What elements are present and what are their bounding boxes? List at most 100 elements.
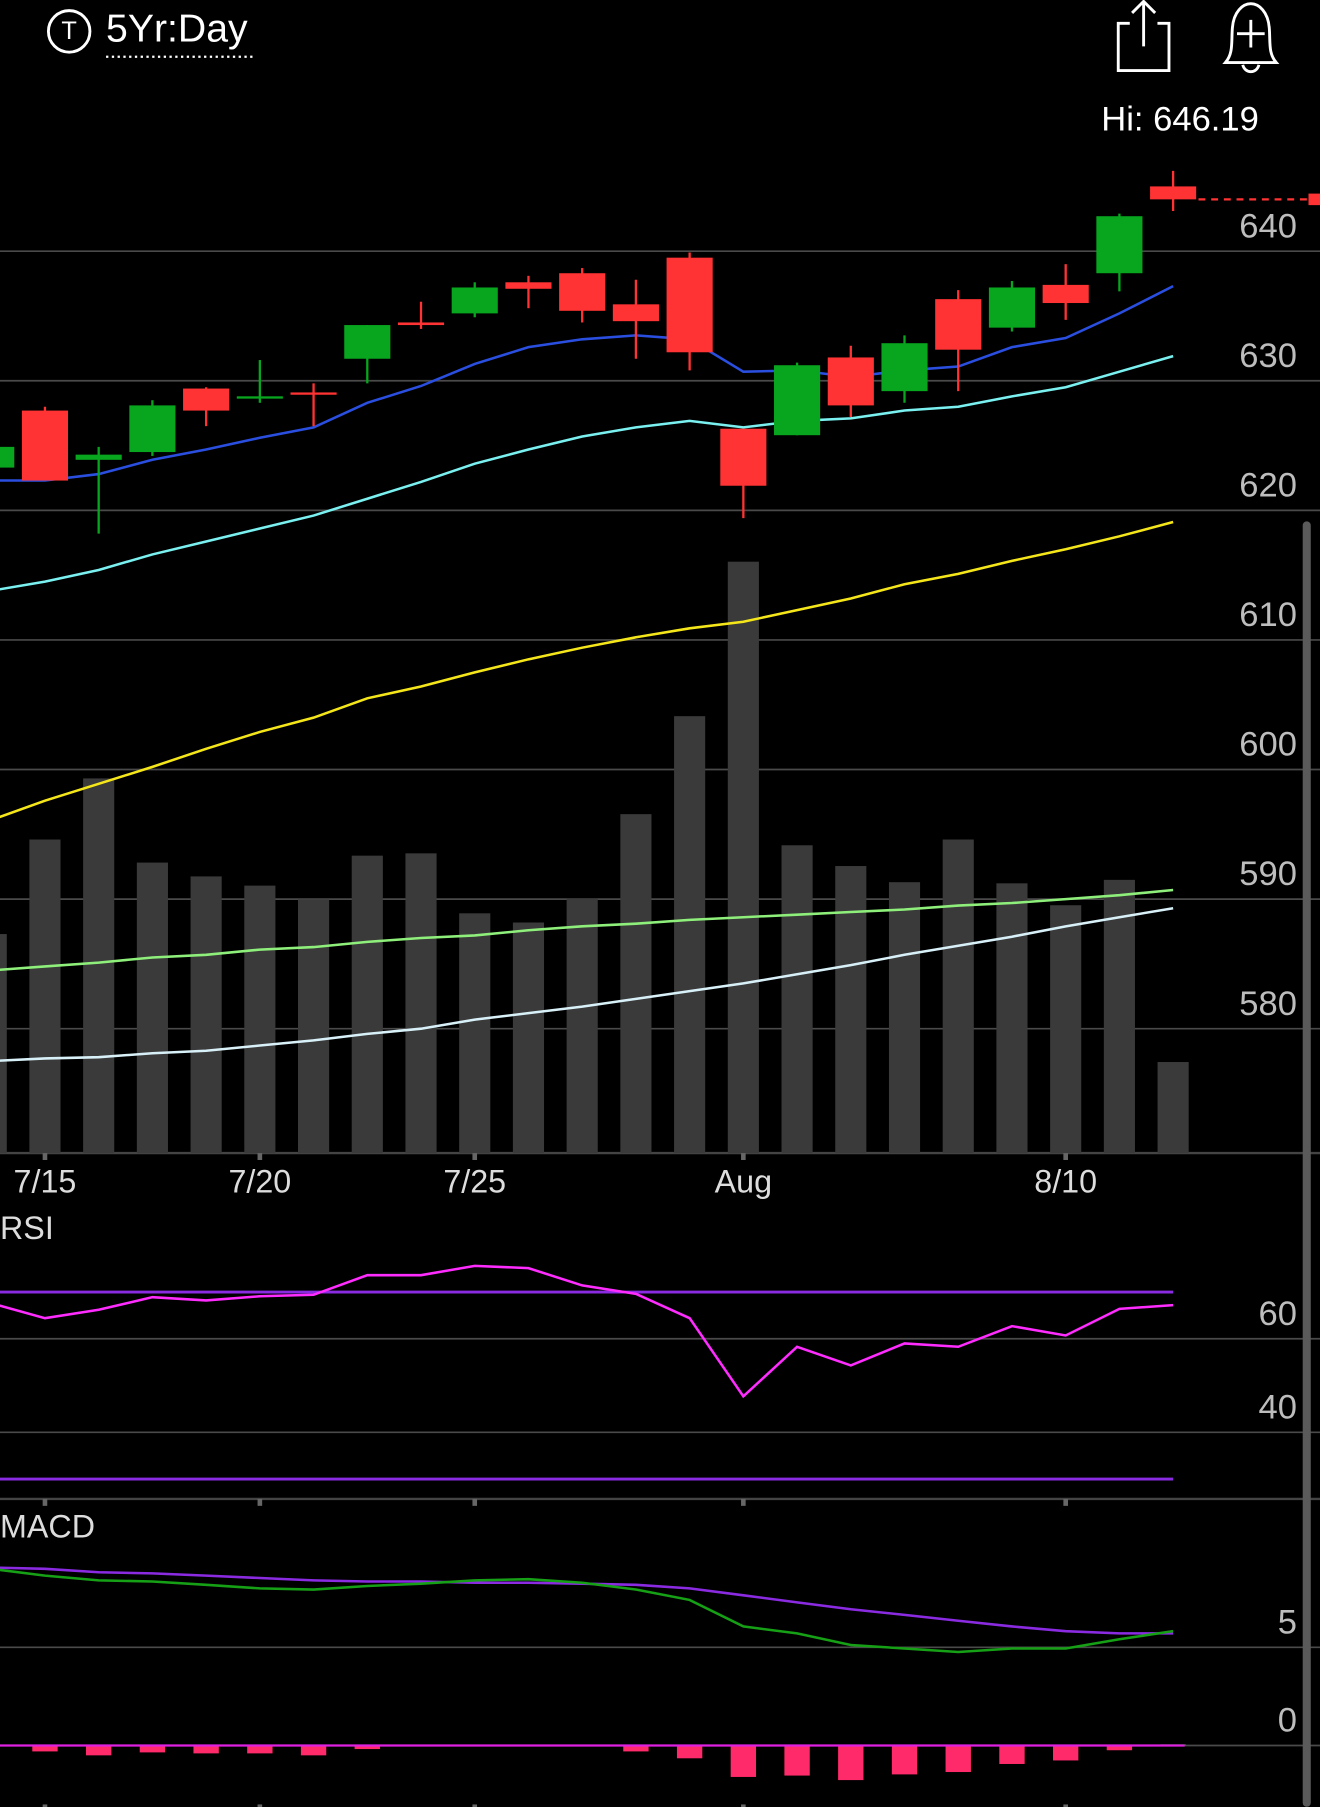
histogram-bar (139, 1745, 166, 1753)
moving-average (0, 285, 1174, 482)
panel-title: RSI (0, 1210, 54, 1246)
high-label: Hi: 646.19 (1101, 100, 1259, 138)
volume-bar (190, 876, 222, 1154)
candle-body (451, 287, 498, 314)
alert-button[interactable] (1222, 2, 1280, 74)
histogram-bar (86, 1745, 112, 1756)
candle-body (344, 325, 391, 359)
histogram-bar (623, 1745, 649, 1752)
candle-body (290, 392, 337, 395)
bell-body (1222, 2, 1280, 64)
timeframe-button[interactable]: T 5Yr:Day (46, 8, 256, 58)
x-tick-label: Aug (715, 1164, 772, 1200)
macd-line (0, 1568, 1174, 1654)
volume-bar (29, 839, 61, 1154)
histogram-bar (945, 1745, 971, 1773)
share-button[interactable] (1116, 0, 1171, 73)
y-tick-label: 40 (1258, 1388, 1296, 1426)
share-arrow (1131, 0, 1157, 47)
x-tick-label: 7/25 (443, 1164, 506, 1200)
candle-body (881, 343, 928, 392)
volume-bar (996, 883, 1028, 1154)
x-tick-label: 7/15 (14, 1164, 77, 1200)
histogram-bar (676, 1745, 703, 1759)
volume-bar (781, 845, 813, 1154)
y-tick-label: 600 (1239, 726, 1297, 764)
panel-title: MACD (0, 1508, 95, 1544)
histogram-bar (193, 1745, 219, 1754)
y-tick-label: 620 (1239, 466, 1297, 504)
ticker-icon-letter: T (61, 17, 76, 45)
timeframe-label: 5Yr:Day (106, 8, 248, 51)
histogram-bar (891, 1745, 918, 1775)
volume-bar (405, 853, 437, 1154)
bell-clapper (1241, 64, 1261, 74)
y-tick-label: 580 (1239, 985, 1297, 1023)
indicator-line (0, 1264, 1174, 1399)
y-tick-label: 590 (1239, 855, 1297, 893)
x-tick-label: 7/20 (228, 1164, 291, 1200)
moving-average (0, 906, 1174, 1062)
scrollbar (1302, 521, 1311, 1807)
volume-bar (1050, 905, 1082, 1154)
candle-body (935, 299, 982, 350)
y-tick-label: 60 (1258, 1295, 1296, 1333)
candle-body (21, 410, 69, 481)
volume-bar (674, 716, 706, 1154)
volume-bar (835, 866, 867, 1154)
volume-bar (136, 862, 168, 1154)
y-tick-label: 630 (1239, 337, 1297, 375)
histogram-bar (784, 1745, 810, 1776)
candle-body (774, 365, 821, 436)
moving-average (0, 520, 1174, 819)
candle-body (129, 405, 176, 453)
candle-body (559, 273, 606, 311)
moving-average (0, 888, 1174, 971)
volume-bar (1157, 1062, 1189, 1154)
volume-bar (83, 778, 115, 1154)
ticker-icon (46, 9, 92, 54)
volume-bar (244, 885, 276, 1154)
volume-bar (566, 898, 598, 1154)
volume-bar (0, 934, 7, 1154)
volume-bar (942, 839, 974, 1154)
candle-body (1150, 186, 1197, 200)
last-price-marker (1308, 193, 1320, 206)
candle-body (183, 388, 230, 411)
volume-bar (298, 899, 330, 1154)
volume-bar (620, 814, 652, 1154)
candle-body (0, 446, 15, 468)
candle-body (612, 304, 659, 322)
volume-bar (888, 882, 921, 1154)
candle-body (1096, 216, 1143, 274)
y-tick-label: 610 (1239, 596, 1297, 634)
candle-body (75, 454, 122, 460)
volume-bar (459, 913, 491, 1154)
histogram-bar (247, 1745, 273, 1754)
bell-plus (1236, 19, 1265, 48)
volume-bar (351, 855, 383, 1154)
histogram-bar (838, 1745, 864, 1781)
y-tick-label: 5 (1278, 1603, 1297, 1641)
candle-body (236, 396, 283, 399)
histogram-bar (1053, 1745, 1079, 1761)
histogram-bar (999, 1745, 1025, 1764)
x-tick-label: 8/10 (1034, 1164, 1097, 1200)
candle-body (827, 357, 874, 406)
histogram-bar (1106, 1745, 1133, 1751)
volume-bar (1103, 879, 1135, 1154)
candle-body (720, 428, 767, 486)
y-tick-label: 0 (1278, 1702, 1297, 1740)
histogram-bar (730, 1745, 757, 1777)
candle-body (1042, 284, 1089, 304)
histogram-bar (354, 1745, 380, 1750)
candle-body (505, 282, 552, 289)
volume-bar (727, 561, 759, 1154)
candle-body (988, 287, 1036, 328)
y-tick-label: 640 (1239, 207, 1297, 245)
candle-body (666, 257, 713, 353)
share-box (1116, 21, 1171, 73)
